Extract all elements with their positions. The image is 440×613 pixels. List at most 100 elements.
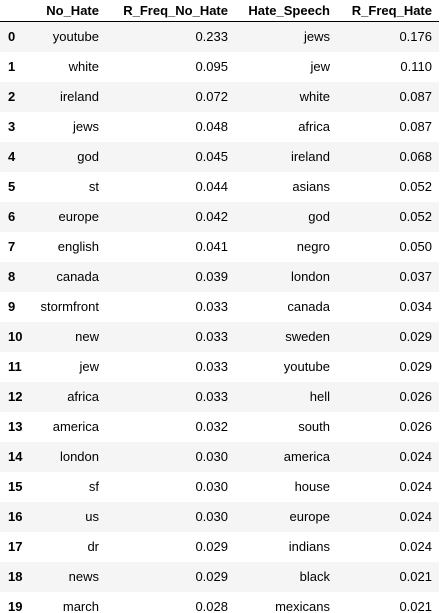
table-row: 8 canada 0.039 london 0.037 [0, 261, 439, 292]
row-index: 9 [8, 299, 16, 314]
cell-r-freq-hate: 0.087 [399, 89, 432, 104]
cell-r-freq-no-hate: 0.041 [195, 239, 228, 254]
cell-no-hate: us [85, 509, 99, 524]
cell-r-freq-no-hate: 0.029 [195, 569, 228, 584]
table-row: 4 god 0.045 ireland 0.068 [0, 141, 439, 172]
row-index: 3 [8, 119, 16, 134]
table-row: 6 europe 0.042 god 0.052 [0, 201, 439, 232]
cell-r-freq-no-hate: 0.044 [195, 179, 228, 194]
cell-no-hate: news [68, 569, 99, 584]
table-row: 9 stormfront 0.033 canada 0.034 [0, 291, 439, 322]
cell-r-freq-no-hate: 0.033 [195, 359, 228, 374]
cell-hate-speech: europe [289, 509, 330, 524]
cell-no-hate: english [57, 239, 99, 254]
row-index: 14 [8, 449, 23, 464]
table-row: 11 jew 0.033 youtube 0.029 [0, 351, 439, 382]
cell-r-freq-hate: 0.037 [399, 269, 432, 284]
cell-r-freq-no-hate: 0.030 [195, 449, 228, 464]
cell-r-freq-no-hate: 0.045 [195, 149, 228, 164]
row-index: 19 [8, 599, 23, 613]
cell-r-freq-no-hate: 0.039 [195, 269, 228, 284]
cell-r-freq-no-hate: 0.042 [195, 209, 228, 224]
cell-hate-speech: youtube [283, 359, 330, 374]
cell-no-hate: st [88, 179, 99, 194]
cell-no-hate: africa [67, 389, 99, 404]
table-row: 2 ireland 0.072 white 0.087 [0, 81, 439, 112]
cell-r-freq-no-hate: 0.030 [195, 509, 228, 524]
cell-no-hate: stormfront [40, 299, 99, 314]
table-row: 0 youtube 0.233 jews 0.176 [0, 21, 439, 52]
table-row: 17 dr 0.029 indians 0.024 [0, 531, 439, 562]
cell-hate-speech: jew [310, 59, 330, 74]
table-row: 5 st 0.044 asians 0.052 [0, 171, 439, 202]
cell-hate-speech: black [299, 569, 330, 584]
cell-hate-speech: america [283, 449, 330, 464]
table-row: 3 jews 0.048 africa 0.087 [0, 111, 439, 142]
cell-r-freq-hate: 0.024 [399, 509, 432, 524]
row-index: 4 [8, 149, 16, 164]
cell-r-freq-no-hate: 0.028 [195, 599, 228, 613]
cell-r-freq-hate: 0.026 [399, 389, 432, 404]
cell-r-freq-hate: 0.024 [399, 539, 432, 554]
table-row: 19 march 0.028 mexicans 0.021 [0, 591, 439, 613]
cell-r-freq-hate: 0.026 [399, 419, 432, 434]
cell-no-hate: jews [72, 119, 99, 134]
cell-no-hate: white [68, 59, 99, 74]
row-index: 1 [8, 59, 16, 74]
cell-r-freq-no-hate: 0.095 [195, 59, 228, 74]
column-header-hate-speech: Hate_Speech [235, 0, 337, 22]
cell-no-hate: london [59, 449, 99, 464]
cell-hate-speech: sweden [285, 329, 330, 344]
cell-no-hate: new [75, 329, 99, 344]
cell-r-freq-hate: 0.052 [399, 209, 432, 224]
cell-hate-speech: mexicans [275, 599, 330, 613]
row-index: 15 [8, 479, 23, 494]
cell-no-hate: europe [58, 209, 99, 224]
cell-r-freq-no-hate: 0.032 [195, 419, 228, 434]
table-body: 0 youtube 0.233 jews 0.176 1 white 0.095 jew 0.11… [0, 21, 439, 613]
row-index: 17 [8, 539, 23, 554]
cell-hate-speech: indians [288, 539, 330, 554]
table-row: 18 news 0.029 black 0.021 [0, 561, 439, 592]
cell-hate-speech: white [299, 89, 330, 104]
row-index: 18 [8, 569, 23, 584]
cell-hate-speech: ireland [290, 149, 330, 164]
cell-r-freq-no-hate: 0.033 [195, 299, 228, 314]
table-row: 10 new 0.033 sweden 0.029 [0, 321, 439, 352]
row-index: 8 [8, 269, 16, 284]
cell-r-freq-hate: 0.110 [400, 59, 432, 74]
cell-r-freq-hate: 0.087 [399, 119, 432, 134]
cell-hate-speech: hell [309, 389, 330, 404]
cell-no-hate: canada [56, 269, 99, 284]
cell-r-freq-hate: 0.029 [399, 359, 432, 374]
cell-hate-speech: canada [287, 299, 330, 314]
table-row: 15 sf 0.030 house 0.024 [0, 471, 439, 502]
row-index: 16 [8, 509, 23, 524]
cell-r-freq-no-hate: 0.030 [195, 479, 228, 494]
cell-hate-speech: africa [298, 119, 330, 134]
cell-no-hate: dr [87, 539, 99, 554]
cell-r-freq-hate: 0.029 [399, 329, 432, 344]
cell-hate-speech: god [308, 209, 330, 224]
index-header [0, 0, 31, 22]
cell-r-freq-no-hate: 0.033 [195, 389, 228, 404]
cell-r-freq-no-hate: 0.033 [195, 329, 228, 344]
cell-r-freq-hate: 0.024 [399, 479, 432, 494]
column-header-no-hate: No_Hate [31, 0, 106, 22]
cell-no-hate: america [52, 419, 99, 434]
row-index: 12 [8, 389, 23, 404]
cell-hate-speech: jews [303, 29, 330, 45]
row-index: 6 [8, 209, 16, 224]
cell-no-hate: youtube [52, 29, 99, 45]
row-index: 11 [8, 359, 22, 374]
table-row: 13 america 0.032 south 0.026 [0, 411, 439, 442]
cell-r-freq-hate: 0.024 [399, 449, 432, 464]
cell-r-freq-hate: 0.034 [399, 299, 432, 314]
cell-no-hate: sf [88, 479, 99, 494]
table-row: 7 english 0.041 negro 0.050 [0, 231, 439, 262]
header-row: No_Hate R_Freq_No_Hate Hate_Speech R_Fre… [0, 0, 439, 22]
cell-hate-speech: london [290, 269, 330, 284]
cell-hate-speech: asians [292, 179, 330, 194]
